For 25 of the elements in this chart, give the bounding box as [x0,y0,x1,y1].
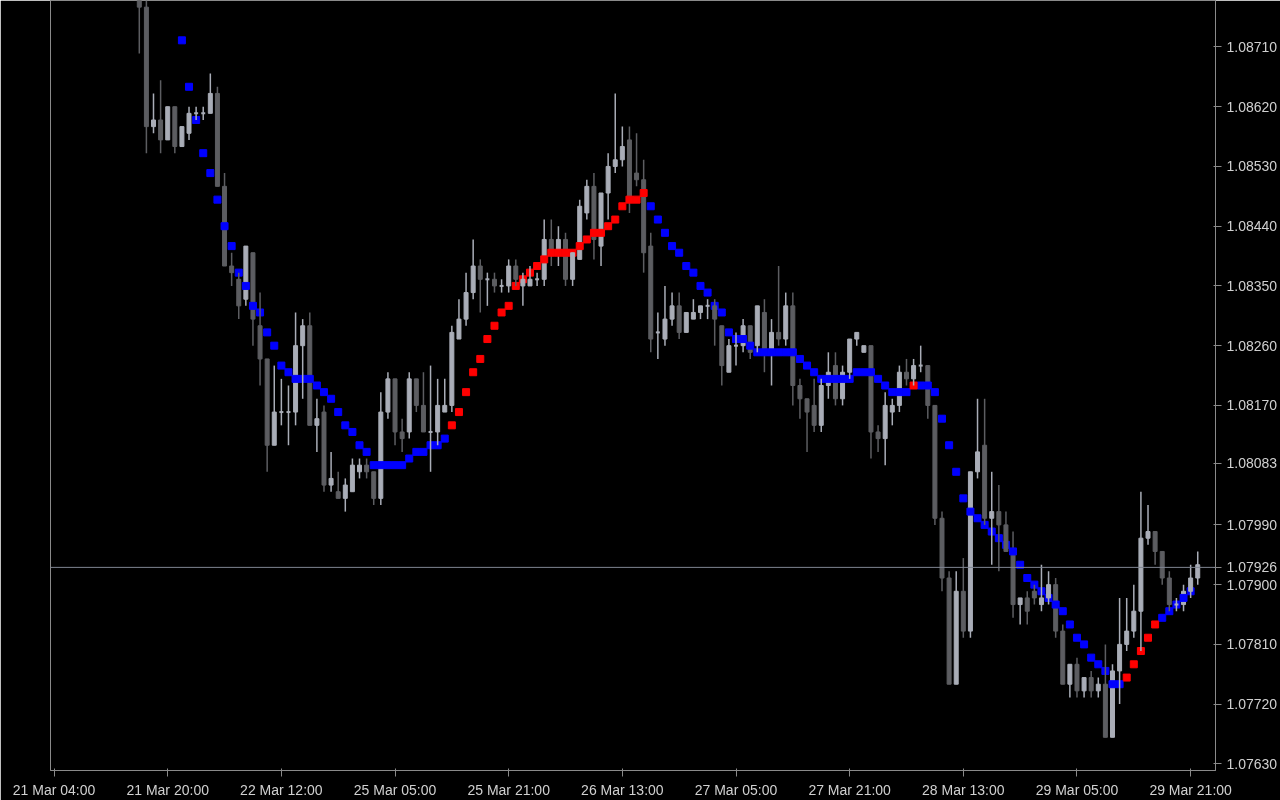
y-tick-label: 1.07720 [1226,696,1278,713]
x-tick-label: 25 Mar 05:00 [353,781,437,798]
y-tick-label: 1.08350 [1226,277,1278,294]
y-tick-label: 1.07900 [1226,576,1278,593]
y-tick-label: 1.07630 [1226,755,1278,772]
x-tick-label: 21 Mar 04:00 [12,781,96,798]
y-tick-label: 1.08260 [1226,337,1278,354]
x-tick-label: 27 Mar 21:00 [808,781,892,798]
x-tick-label: 26 Mar 13:00 [581,781,664,798]
x-tick-label: 22 Mar 12:00 [240,781,323,798]
x-tick-label: 27 Mar 05:00 [694,781,778,798]
y-tick-label: 1.08710 [1226,38,1278,55]
y-tick-label: 1.07990 [1226,516,1278,533]
x-tick-label: 21 Mar 20:00 [126,781,210,798]
y-tick-label: 1.08440 [1226,218,1278,235]
x-tick-label: 28 Mar 13:00 [922,781,1005,798]
ref-line-label: 1.07926 [1226,559,1278,576]
y-tick-label: 1.07810 [1226,636,1278,653]
y-tick-label: 1.08530 [1226,158,1278,175]
x-tick-label: 29 Mar 21:00 [1149,781,1233,798]
y-tick-label: 1.08620 [1226,98,1278,115]
y-tick-label: 1.08170 [1226,397,1278,414]
x-tick-label: 25 Mar 21:00 [467,781,551,798]
y-tick-label: 1.08083 [1226,455,1278,472]
x-tick-label: 29 Mar 05:00 [1035,781,1119,798]
